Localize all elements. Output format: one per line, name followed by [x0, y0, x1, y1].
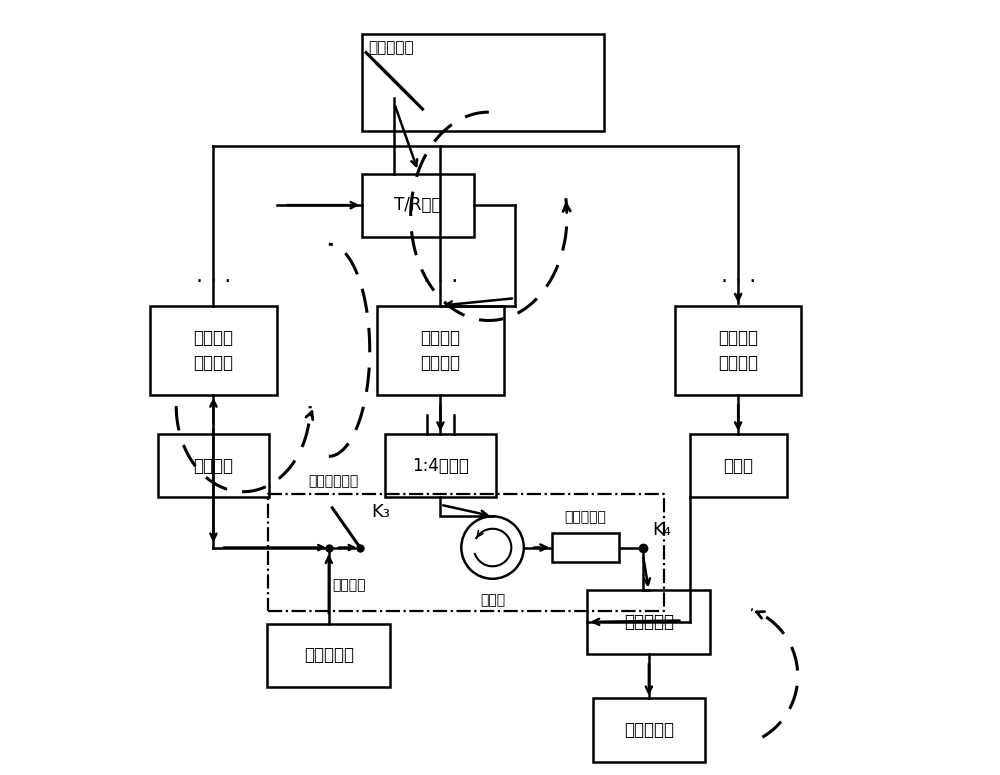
- Bar: [362, 174, 474, 237]
- Text: 环形器: 环形器: [480, 594, 505, 608]
- Bar: [587, 591, 710, 653]
- Bar: [552, 533, 619, 562]
- Text: 和路接收机: 和路接收机: [624, 613, 674, 631]
- Bar: [267, 624, 390, 687]
- Bar: [158, 434, 269, 498]
- Text: · · ·: · · ·: [721, 272, 756, 292]
- Text: 测试激励: 测试激励: [333, 579, 366, 593]
- Text: 信号处理器: 信号处理器: [624, 721, 674, 739]
- Bar: [690, 434, 787, 498]
- Text: K₄: K₄: [652, 521, 671, 539]
- Text: T/R组件: T/R组件: [394, 196, 442, 214]
- Text: 测试馈电
功分网络: 测试馈电 功分网络: [420, 329, 460, 372]
- Bar: [150, 305, 277, 395]
- Text: 接收馈电
功分网络: 接收馈电 功分网络: [718, 329, 758, 372]
- Bar: [385, 434, 496, 498]
- Text: 频率综合器: 频率综合器: [304, 646, 354, 664]
- Text: K₃: K₃: [371, 504, 390, 522]
- Text: 和差器: 和差器: [723, 456, 753, 474]
- Text: 1:4功分器: 1:4功分器: [412, 456, 469, 474]
- Bar: [362, 34, 604, 131]
- Text: 固定衰减器: 固定衰减器: [565, 510, 607, 524]
- Text: 前级功放: 前级功放: [193, 456, 233, 474]
- Text: · · ·: · · ·: [423, 272, 458, 292]
- Text: · · ·: · · ·: [196, 272, 231, 292]
- Text: 发射馈电
功分网络: 发射馈电 功分网络: [193, 329, 233, 372]
- Bar: [675, 305, 801, 395]
- Text: 定向耦合器: 定向耦合器: [368, 40, 414, 55]
- Bar: [377, 305, 504, 395]
- Text: 测试转换模块: 测试转换模块: [309, 474, 359, 488]
- Bar: [593, 698, 705, 762]
